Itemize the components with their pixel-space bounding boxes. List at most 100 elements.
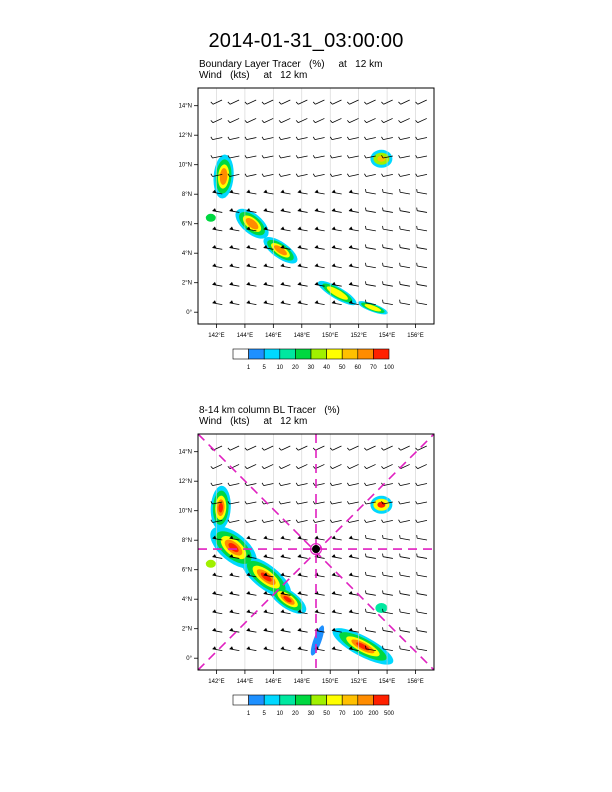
wind-barb (415, 482, 428, 486)
wind-barb (263, 208, 274, 213)
legend-swatch (357, 348, 374, 360)
wind-barb (295, 173, 308, 177)
wind-barb (312, 118, 325, 124)
legend-swatch (232, 694, 249, 706)
wind-barb (331, 627, 342, 633)
wind-barb (280, 572, 291, 578)
map-frame (197, 87, 435, 325)
wind-barb (278, 118, 291, 124)
wind-barb (314, 226, 325, 232)
tracer-contour (260, 572, 272, 582)
wind-barb (398, 155, 411, 159)
wind-barb (364, 155, 376, 159)
legend-label: 20 (292, 365, 299, 371)
wind-barb (297, 281, 308, 287)
wind-barb (329, 501, 342, 505)
wind-barb (381, 155, 393, 159)
wind-barb (365, 244, 376, 250)
wind-barb (261, 501, 274, 505)
legend-swatch (373, 348, 390, 360)
wind-barb (261, 482, 274, 486)
wind-barb (364, 445, 376, 451)
wind-barb (278, 445, 291, 451)
wind-barb (382, 535, 393, 541)
y-tick-label: 4°N (182, 251, 192, 257)
wind-barb (348, 226, 359, 232)
wind-barb (348, 244, 359, 250)
wind-barb (416, 590, 428, 596)
wind-barb (263, 627, 274, 633)
y-tick-label: 10°N (179, 509, 192, 515)
wind-barb (280, 646, 291, 652)
y-tick-label: 8°N (182, 192, 192, 198)
wind-barb (329, 173, 342, 177)
wind-barb (210, 501, 223, 505)
wind-barb (314, 263, 325, 269)
wind-barb (312, 464, 325, 470)
wind-barb (246, 244, 257, 250)
center-marker (312, 545, 320, 554)
wind-barb (244, 118, 257, 124)
wind-barb (246, 300, 257, 306)
tracer-contour (377, 155, 386, 162)
legend-label: 30 (308, 711, 315, 717)
wind-barb (297, 572, 308, 578)
wind-barb (312, 501, 325, 505)
wind-barb (347, 155, 359, 159)
wind-barb (331, 609, 342, 615)
wind-barb (382, 281, 393, 287)
wind-barb (398, 136, 411, 140)
wind-barb (381, 445, 393, 451)
wind-barb (263, 572, 274, 578)
wind-barb (398, 482, 411, 486)
wind-barb (329, 155, 342, 159)
wind-barb (210, 519, 223, 523)
tracer-contour (310, 625, 325, 656)
wind-barb (348, 627, 359, 633)
panel2-title-line1: 8-14 km column BL Tracer (%) (199, 405, 340, 416)
wind-barb (278, 482, 291, 486)
wind-barb (399, 645, 411, 652)
wind-barb (280, 300, 291, 306)
tracer-contour (326, 286, 348, 300)
wind-barb (246, 554, 257, 559)
wind-barb (331, 281, 342, 287)
wind-barb (312, 173, 325, 177)
legend-swatch (248, 694, 265, 706)
legend-swatch (341, 348, 359, 360)
wind-barb (227, 501, 240, 505)
wind-barb (246, 535, 257, 541)
x-tick-label: 152°E (350, 333, 366, 339)
wind-barb (381, 118, 393, 124)
wind-barb (382, 189, 393, 195)
wind-barb (399, 299, 411, 306)
legend-swatch (279, 348, 296, 360)
panel2-title-line2: Wind (kts) at 12 km (199, 416, 308, 427)
wind-barb (416, 553, 428, 559)
wind-barb (246, 189, 257, 195)
wind-barb (210, 482, 223, 486)
tracer-contour (377, 501, 386, 508)
y-tick-label: 14°N (179, 450, 192, 456)
x-tick-label: 152°E (350, 679, 366, 685)
wind-barb (280, 535, 291, 541)
wind-barb (312, 519, 325, 523)
wind-barb (278, 173, 291, 177)
tracer-contour (218, 502, 223, 513)
wind-barb (212, 244, 223, 250)
wind-barb (382, 627, 393, 633)
wind-barb (246, 572, 257, 578)
wind-barb (244, 482, 257, 486)
wind-barb (347, 136, 359, 140)
wind-barb (227, 155, 240, 159)
legend-swatch (295, 694, 312, 706)
y-tick-label: 4°N (182, 597, 192, 603)
wind-barb (229, 590, 240, 596)
wind-barb (415, 155, 428, 159)
legend-label: 70 (339, 711, 346, 717)
tracer-contour (364, 304, 382, 312)
wind-barb (381, 519, 393, 523)
wind-barb (365, 608, 376, 615)
wind-barb (263, 535, 274, 541)
wind-barb (381, 136, 393, 140)
